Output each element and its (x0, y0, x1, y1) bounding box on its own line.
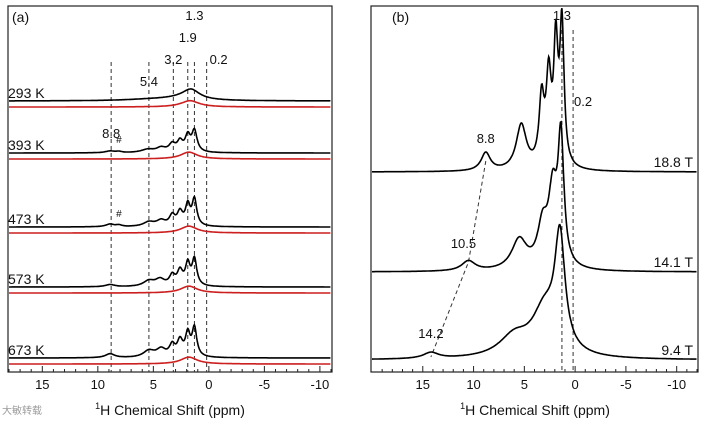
x-tick-label: -5 (259, 377, 271, 392)
series-label-14-1-t: 14.1 T (654, 254, 694, 270)
peak-label-8-8: 8.8 (477, 131, 495, 146)
spectrum-393-k (9, 127, 331, 154)
x-tick-label: 10 (91, 377, 105, 392)
spectrum-9-4-t (372, 223, 697, 360)
watermark: 大敏转载 (2, 404, 42, 417)
panel-b: (b) 18.8 T 14.1 T 9.4 T 1.3 0.2 8.8 10.5 14.2 1… (370, 5, 699, 418)
hash-annotation: # (116, 209, 122, 220)
reference-spectrum-673-k (9, 356, 331, 365)
series-label-393-k: 393 K (8, 137, 45, 153)
panel-b-x-axis-label: 1H Chemical Shift (ppm) (460, 401, 610, 418)
x-tick-label: 15 (35, 377, 49, 392)
x-tick-label: 5 (521, 377, 528, 392)
panel-b-reference-lines (430, 30, 574, 372)
panel-b-x-ticks: 15 10 5 0 -5 -10 (381, 366, 698, 392)
peak-label-10-5: 10.5 (451, 236, 476, 251)
series-label-18-8-t: 18.8 T (654, 154, 694, 170)
panel-a: (a) 293 K 393 K 473 K 573 K 673 K 1.3 1.9 3.2 0.… (7, 5, 333, 418)
spectrum-673-k (9, 323, 331, 359)
peak-label-3-2: 3.2 (164, 52, 182, 67)
panel-a-spectra (9, 88, 331, 365)
peak-label-8-8: 8.8 (102, 126, 120, 141)
x-tick-label: 0 (205, 377, 212, 392)
peak-label-1-3: 1.3 (553, 8, 571, 23)
peak-label-1-3: 1.3 (185, 8, 203, 23)
spectrum-293-k (9, 88, 331, 102)
x-tick-label: -10 (667, 377, 686, 392)
spectrum-14-1-t (372, 120, 697, 273)
series-label-293-k: 293 K (8, 85, 45, 101)
x-tick-label: 5 (150, 377, 157, 392)
reference-spectrum-573-k (9, 285, 331, 294)
peak-label-1-9: 1.9 (179, 30, 197, 45)
peak-label-0-2: 0.2 (574, 94, 592, 109)
series-label-673-k: 673 K (8, 342, 45, 358)
panel-a-x-ticks: 15 10 5 0 -5 -10 (8, 366, 332, 392)
spectrum-573-k (9, 255, 331, 288)
x-tick-label: 0 (572, 377, 579, 392)
x-tick-label: 15 (416, 377, 430, 392)
hash-annotation: # (116, 135, 122, 146)
peak-label-5-4: 5.4 (140, 74, 158, 89)
x-tick-label: -10 (310, 377, 329, 392)
reference-spectrum-293-k (9, 99, 331, 108)
series-label-573-k: 573 K (8, 271, 45, 287)
series-label-473-k: 473 K (8, 211, 45, 227)
panel-a-peak-labels: 293 K 393 K 473 K 573 K 673 K 1.3 1.9 3.2 0.2 5.4… (8, 8, 228, 358)
panel-a-reference-lines (110, 62, 208, 372)
panel-b-frame (370, 5, 699, 373)
spectrum-473-k (9, 195, 331, 228)
panel-b-peak-labels: 18.8 T 14.1 T 9.4 T 1.3 0.2 8.8 10.5 14.2 (418, 8, 693, 358)
panel-a-label: (a) (12, 9, 29, 25)
reference-spectrum-393-k (9, 151, 331, 160)
x-tick-label: 10 (466, 377, 480, 392)
peak-label-14-2: 14.2 (418, 326, 443, 341)
panel-a-frame (7, 5, 333, 373)
spectrum-18-8-t (372, 8, 697, 173)
reference-spectrum-473-k (9, 225, 331, 234)
panel-b-label: (b) (392, 9, 409, 25)
peak-label-0-2: 0.2 (210, 52, 228, 67)
panel-b-spectra (372, 8, 697, 360)
panel-a-x-axis-label: 1H Chemical Shift (ppm) (95, 401, 245, 418)
trend-line (430, 160, 487, 358)
x-tick-label: -5 (620, 377, 632, 392)
series-label-9-4-t: 9.4 T (661, 342, 693, 358)
